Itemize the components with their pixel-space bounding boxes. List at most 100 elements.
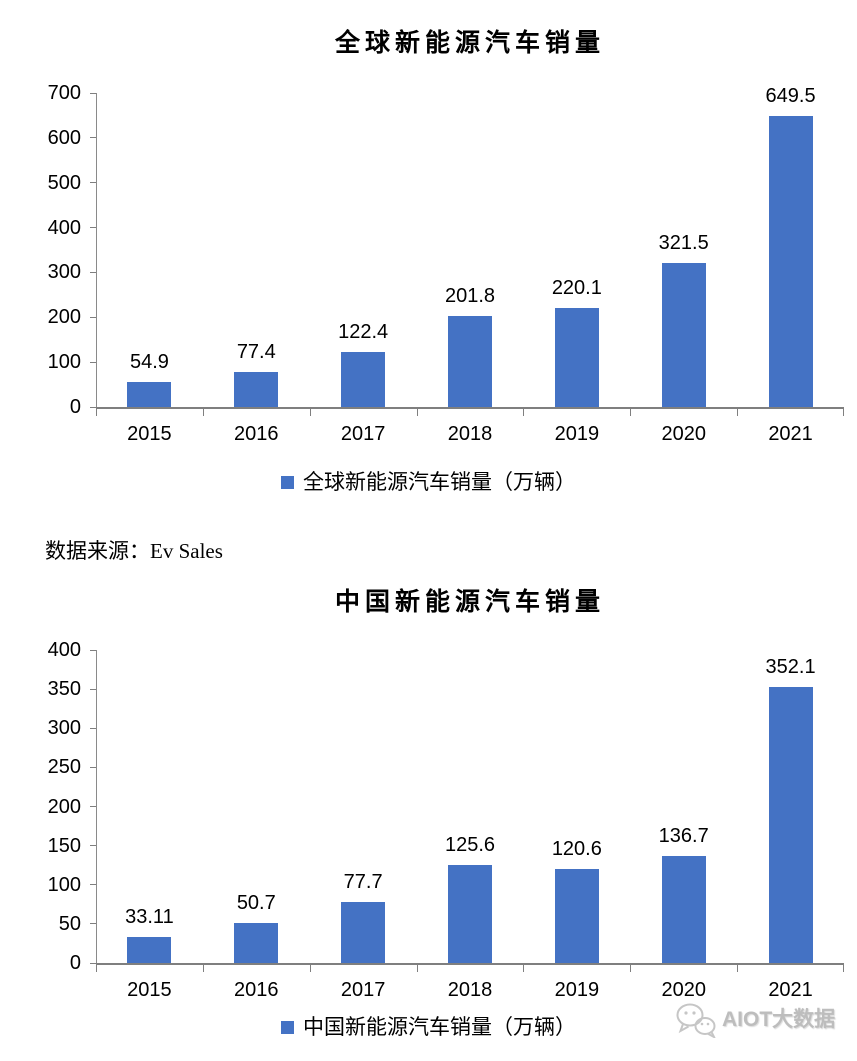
chart-title: 中国新能源汽车销量 [334, 588, 605, 616]
y-axis-tick [90, 766, 96, 768]
bar-2017 [341, 352, 386, 407]
bar-2015 [127, 382, 172, 407]
wechat-logo-icon [676, 1003, 716, 1038]
value-label: 649.5 [765, 84, 816, 107]
bar-2020 [661, 856, 706, 963]
legend-marker [281, 1020, 294, 1034]
y-axis-tick [90, 923, 96, 925]
x-axis-label: 2017 [340, 423, 386, 445]
y-axis-label: 50 [58, 912, 81, 935]
x-axis-tick [202, 963, 204, 972]
y-axis-label: 200 [47, 795, 81, 818]
value-label: 201.8 [444, 285, 496, 308]
x-axis-line [96, 963, 844, 965]
y-axis-label: 400 [47, 216, 81, 239]
value-label: 321.5 [658, 231, 709, 254]
y-axis-label: 150 [47, 834, 81, 857]
y-axis-label: 500 [47, 171, 81, 194]
y-axis-label: 250 [47, 756, 81, 779]
value-label: 220.1 [551, 277, 602, 300]
y-axis-label: 300 [47, 261, 81, 284]
y-axis-line [96, 650, 97, 963]
watermark: AIOT大数据 [674, 1002, 835, 1038]
value-label: 77.7 [343, 871, 383, 894]
plot-area: 0 50 100 150 200 250 300 350 400 33.11 2015 50.7 201… [48, 639, 844, 1001]
value-label: 125.6 [444, 833, 496, 856]
y-axis-label: 200 [47, 306, 81, 329]
y-axis-tick [90, 316, 96, 318]
x-axis-label: 2019 [554, 979, 600, 1001]
x-axis-label: 2016 [234, 423, 279, 445]
y-axis-label: 350 [47, 678, 81, 701]
x-axis-tick [843, 407, 844, 416]
bar-2021 [768, 115, 813, 407]
legend-label: 中国新能源汽车销量（万辆） [303, 1015, 576, 1039]
bar-2019 [554, 868, 599, 963]
x-axis-tick [96, 407, 97, 416]
x-axis-label: 2015 [127, 423, 172, 445]
x-axis-label: 2021 [768, 979, 813, 1001]
bar-2020 [661, 262, 706, 407]
y-axis-label: 600 [47, 126, 81, 149]
bar-2015 [127, 937, 172, 963]
y-axis-line [96, 93, 97, 407]
plot-area: 0 100 200 300 400 500 600 700 54.9 2015 77.4 2016 12… [48, 82, 844, 445]
x-axis-label: 2021 [768, 423, 813, 445]
value-label: 33.11 [125, 906, 174, 929]
x-axis-tick [843, 963, 844, 972]
bar-2017 [341, 902, 386, 963]
y-axis-tick [90, 688, 96, 690]
y-axis-tick [90, 271, 96, 273]
y-axis-label: 0 [69, 396, 81, 418]
bar-2018 [448, 864, 492, 963]
y-axis-tick [90, 845, 96, 847]
y-axis-label: 0 [69, 952, 81, 974]
y-axis-label: 400 [47, 639, 81, 661]
x-axis-label: 2016 [234, 979, 279, 1001]
bar-2019 [554, 308, 599, 407]
value-label: 50.7 [236, 892, 276, 915]
x-axis-tick [416, 963, 418, 972]
x-axis-label: 2015 [127, 979, 172, 1001]
value-label: 54.9 [129, 351, 169, 374]
x-axis-label: 2020 [661, 423, 706, 445]
value-label: 136.7 [658, 825, 709, 848]
y-axis-tick [90, 806, 96, 807]
x-axis-label: 2018 [447, 979, 493, 1001]
legend: 全球新能源汽车销量（万辆） [0, 471, 857, 493]
x-axis-tick [416, 407, 418, 416]
legend-marker [281, 475, 294, 489]
x-axis-label: 2018 [447, 423, 493, 445]
y-axis-tick [90, 361, 96, 363]
y-axis-tick [90, 182, 96, 184]
x-axis-tick [309, 407, 311, 416]
x-axis-tick [523, 963, 525, 972]
y-axis-tick [90, 92, 96, 94]
value-label: 122.4 [338, 321, 389, 344]
legend-label: 全球新能源汽车销量（万辆） [303, 470, 576, 494]
x-axis-label: 2017 [340, 979, 386, 1001]
x-axis-label: 2019 [554, 423, 600, 445]
bar-2016 [234, 923, 279, 963]
x-axis-tick [202, 407, 204, 416]
x-axis-label: 2020 [661, 979, 706, 1001]
bar-2018 [448, 316, 492, 407]
y-axis-tick [90, 137, 96, 139]
y-axis-tick [90, 884, 96, 886]
y-axis-label: 300 [47, 717, 81, 740]
x-axis-tick [630, 963, 632, 972]
y-axis-label: 100 [47, 351, 81, 374]
x-axis-tick [96, 963, 97, 972]
y-axis-tick [90, 727, 96, 729]
watermark-text: AIOT大数据 [722, 1008, 836, 1031]
x-axis-line [96, 407, 844, 409]
y-axis-tick [90, 227, 96, 229]
data-source-note: 数据来源：Ev Sales [45, 539, 223, 563]
value-label: 77.4 [236, 341, 276, 364]
x-axis-tick [630, 407, 632, 416]
x-axis-tick [737, 963, 739, 972]
y-axis-tick [90, 406, 96, 408]
x-axis-tick [523, 407, 525, 416]
y-axis-label: 100 [47, 873, 81, 896]
